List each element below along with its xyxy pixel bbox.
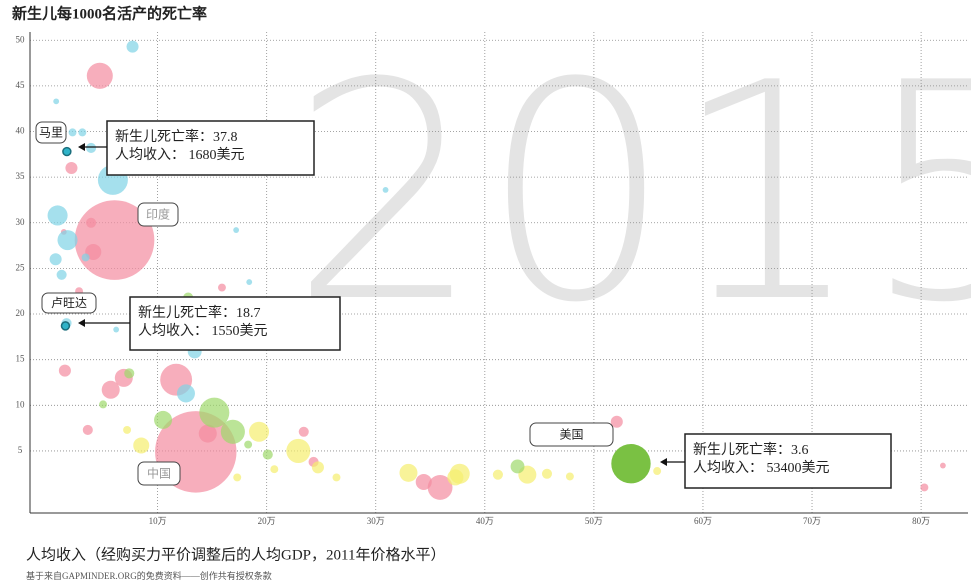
x-tick-label: 20万 [258, 516, 276, 526]
bubble [99, 400, 108, 409]
bubble [123, 425, 132, 434]
bubble [47, 205, 68, 226]
bubble [233, 227, 240, 233]
x-axis-label: 人均收入（经购买力平价调整后的人均GDP，2011年价格水平） [26, 546, 445, 563]
country-label-box [35, 121, 67, 144]
bubble [217, 283, 226, 292]
country-label: 马里 [39, 125, 63, 139]
bubble [86, 142, 97, 153]
y-tick-label: 20 [16, 308, 26, 318]
bubble [415, 473, 432, 490]
bubble [262, 449, 273, 460]
bubble [57, 230, 78, 251]
country-label-box [529, 422, 614, 447]
country-label: 印度 [146, 206, 170, 221]
callout-text: 新生儿死亡率：3.6 [693, 441, 809, 458]
bubble [298, 426, 309, 437]
bubble [220, 419, 245, 444]
bubble [399, 463, 418, 482]
bubble [382, 186, 389, 193]
country-label: 美国 [559, 427, 583, 441]
bubble [68, 128, 77, 137]
bubble [332, 473, 341, 482]
bubble [249, 421, 270, 442]
bubble [154, 410, 173, 429]
bubble [286, 438, 311, 463]
x-tick-label: 40万 [476, 516, 494, 526]
y-tick-label: 10 [16, 399, 26, 409]
bubble [610, 415, 623, 428]
x-tick-label: 30万 [367, 516, 385, 526]
country-label: 卢旺达 [51, 295, 87, 310]
bubble [653, 467, 662, 475]
callout-text: 新生儿死亡率：18.7 [138, 304, 261, 321]
country-label-box [41, 292, 97, 314]
year-watermark: 2015 [290, 19, 971, 368]
callout-text: 人均收入： 1550美元 [138, 323, 268, 339]
arrow-head [78, 319, 85, 327]
y-tick-label: 15 [16, 354, 26, 364]
bubble [133, 437, 150, 454]
callout-text: 人均收入： 1680美元 [115, 147, 245, 163]
bubble [124, 368, 135, 379]
x-tick-label: 70万 [803, 516, 821, 526]
bubble [58, 364, 71, 377]
bubble [940, 462, 946, 469]
y-tick-label: 50 [16, 34, 26, 44]
bubble [113, 326, 120, 333]
bubble [126, 40, 139, 53]
chart-title: 新生儿每1000名活产的死亡率 [12, 4, 207, 22]
y-tick-label: 30 [16, 217, 26, 227]
bubble [311, 461, 324, 474]
bubble [82, 424, 93, 435]
bubble [246, 279, 253, 285]
bubble [56, 269, 67, 280]
callout-box [106, 120, 315, 176]
bubble [65, 161, 78, 175]
bubble [447, 469, 464, 486]
bubble [611, 444, 651, 484]
bubble [510, 459, 525, 474]
y-tick-label: 25 [16, 262, 26, 272]
callout-box [684, 433, 892, 489]
bubble [270, 465, 279, 474]
bubble [101, 380, 120, 399]
bubble [541, 468, 553, 479]
bubble [492, 469, 503, 480]
x-tick-label: 10万 [149, 516, 167, 526]
arrow-head [660, 458, 667, 466]
x-tick-label: 60万 [694, 516, 712, 526]
bubble [86, 62, 113, 89]
x-tick-label: 80万 [912, 516, 930, 526]
source: 基于来自GAPMINDER.ORG的免费资料——创作共有授权条款 [26, 570, 272, 581]
y-tick-label: 40 [16, 126, 26, 136]
y-tick-label: 5 [18, 445, 23, 455]
bubble [565, 472, 574, 481]
bubble [49, 253, 62, 266]
country-label: 中国 [147, 465, 171, 480]
callout-text: 人均收入： 53400美元 [693, 460, 830, 476]
bubble [198, 424, 217, 443]
country-label-box [137, 461, 181, 486]
bubble [244, 440, 253, 449]
bubble [62, 146, 72, 157]
y-tick-label: 35 [16, 171, 26, 181]
bubble [81, 253, 90, 262]
bubble [427, 475, 453, 500]
bubble [60, 321, 71, 331]
x-tick-label: 50万 [585, 516, 603, 526]
bubble [53, 98, 60, 105]
callout-text: 新生儿死亡率：37.8 [115, 128, 238, 145]
bubble [176, 384, 195, 403]
y-tick-label: 45 [16, 80, 26, 90]
bubble [199, 397, 230, 428]
country-label-box [137, 202, 179, 227]
bubble [233, 473, 242, 482]
bubble [78, 128, 87, 137]
arrow-head [78, 143, 85, 151]
bubble [86, 217, 97, 228]
bubble [920, 483, 929, 492]
